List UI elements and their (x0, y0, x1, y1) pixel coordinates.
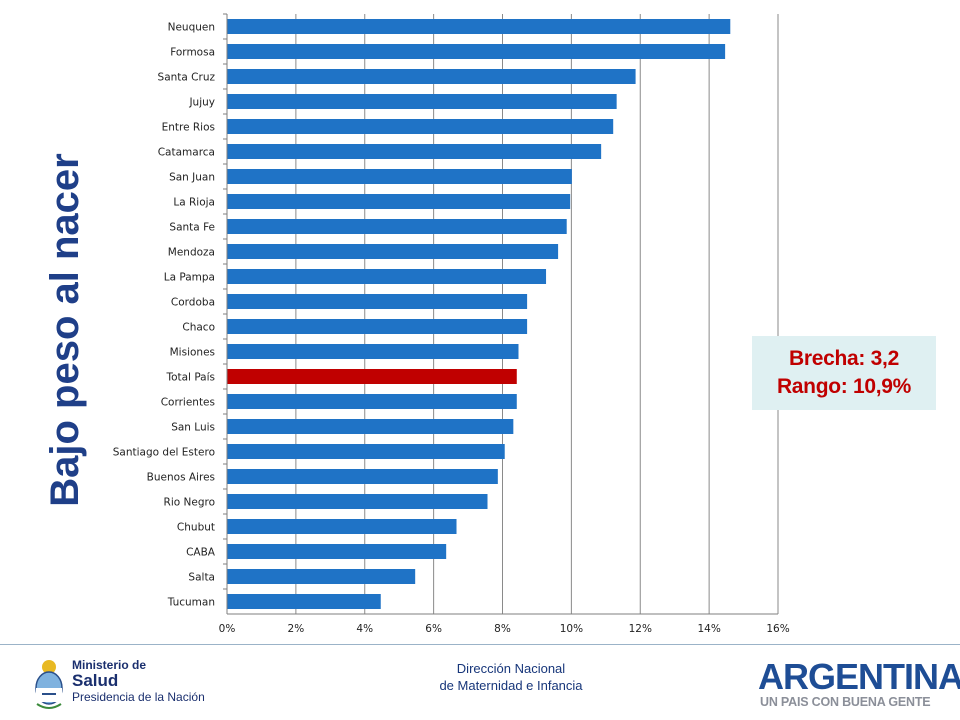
category-label: La Rioja (173, 197, 215, 209)
category-label: Jujuy (188, 97, 215, 109)
bar (227, 169, 572, 184)
chart-title-text: Bajo peso al nacer (43, 153, 87, 506)
chart-title: Bajo peso al nacer (43, 153, 87, 506)
ministry-line2: Salud (72, 671, 119, 690)
category-label: Mendoza (168, 247, 215, 259)
bar (227, 319, 528, 334)
category-label: San Juan (169, 172, 215, 184)
bar (227, 469, 498, 484)
bar (227, 494, 488, 509)
bar (227, 94, 617, 109)
bar (227, 294, 528, 309)
x-tick-label: 16% (766, 623, 789, 635)
bar (227, 369, 517, 384)
range-label: Rango: 10,9% (776, 375, 912, 398)
category-label: Neuquen (168, 22, 215, 34)
bar (227, 244, 559, 259)
category-label: San Luis (171, 422, 215, 434)
category-label: Chubut (177, 522, 215, 534)
x-tick-label: 4% (356, 623, 373, 635)
category-label: CABA (186, 547, 216, 559)
category-label: Total País (165, 372, 215, 384)
gap-label: Brecha: 3,2 (789, 347, 899, 370)
category-label: La Pampa (164, 272, 215, 284)
ministry-line1: Ministerio de (72, 658, 147, 672)
footer-line1: Dirección Nacional (456, 661, 566, 676)
category-label: Santa Cruz (158, 72, 216, 84)
bar-chart: Neuquen Formosa Santa Cruz Jujuy Entre Rios C… (113, 13, 790, 635)
category-label: Santa Fe (169, 222, 215, 234)
ministry-line3: Presidencia de la Nación (72, 690, 205, 704)
x-tick-label: 6% (425, 623, 442, 635)
ministry-logo: Ministerio de Salud Presidencia de la Na… (32, 658, 212, 714)
bar (227, 444, 505, 459)
x-tick-labels: 0% 2% 4% 6% 8% 10% 12% 14% 16% (219, 623, 790, 635)
category-label: Entre Rios (162, 122, 215, 134)
bar (227, 19, 731, 34)
chart-bars (227, 19, 731, 609)
x-tick-label: 14% (697, 623, 720, 635)
category-label: Santiago del Estero (113, 447, 215, 459)
chart-grid (223, 13, 779, 615)
argentina-slogan: UN PAIS CON BUENA GENTE (760, 695, 931, 709)
argentina-logo: ARGENTINA UN PAIS CON BUENA GENTE (758, 656, 960, 712)
bar (227, 44, 726, 59)
bar (227, 344, 519, 359)
bar (227, 219, 567, 234)
footer: Ministerio de Salud Presidencia de la Na… (0, 644, 960, 720)
bar (227, 419, 514, 434)
coat-of-arms-icon (35, 660, 63, 709)
x-tick-label: 8% (494, 623, 511, 635)
category-label: Catamarca (158, 147, 215, 159)
category-label: Buenos Aires (147, 472, 215, 484)
category-label: Chaco (182, 322, 215, 334)
footer-line2: de Maternidad e Infancia (439, 678, 583, 693)
category-label: Formosa (170, 47, 215, 59)
info-box: Brecha: 3,2 Rango: 10,9% (752, 336, 936, 410)
category-label: Cordoba (171, 297, 215, 309)
category-label: Misiones (170, 347, 215, 359)
x-tick-label: 2% (288, 623, 305, 635)
category-label: Salta (188, 572, 215, 584)
x-tick-label: 0% (219, 623, 236, 635)
x-tick-label: 12% (629, 623, 652, 635)
x-tick-label: 10% (560, 623, 583, 635)
category-label: Tucuman (167, 597, 215, 609)
category-label: Rio Negro (164, 497, 215, 509)
bar (227, 194, 571, 209)
argentina-wordmark: ARGENTINA (758, 656, 960, 697)
bar (227, 144, 602, 159)
bar (227, 394, 517, 409)
category-labels: Neuquen Formosa Santa Cruz Jujuy Entre Rios C… (113, 22, 216, 609)
footer-center-text: Dirección Nacional de Maternidad e Infan… (380, 660, 642, 694)
bar (227, 594, 381, 609)
bar (227, 544, 447, 559)
bar (227, 519, 457, 534)
bar (227, 269, 547, 284)
footer-divider (0, 644, 960, 645)
bar (227, 69, 636, 84)
ministry-text: Ministerio de Salud Presidencia de la Na… (72, 658, 205, 704)
bar (227, 119, 614, 134)
category-label: Corrientes (161, 397, 215, 409)
bar (227, 569, 416, 584)
